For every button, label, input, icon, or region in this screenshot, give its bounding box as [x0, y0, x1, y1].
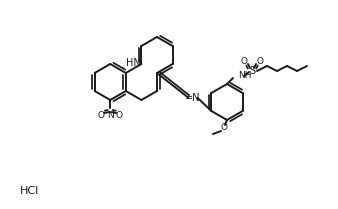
Text: N: N: [107, 111, 114, 120]
Text: HCl: HCl: [20, 186, 39, 196]
Text: O: O: [241, 56, 247, 65]
Text: O: O: [98, 111, 105, 120]
Text: O: O: [257, 56, 264, 65]
Text: =N: =N: [185, 93, 200, 103]
Text: NH: NH: [238, 71, 251, 80]
Text: HN: HN: [126, 57, 141, 68]
Text: S: S: [249, 66, 255, 76]
Text: O: O: [220, 124, 227, 133]
Text: O: O: [116, 111, 123, 120]
